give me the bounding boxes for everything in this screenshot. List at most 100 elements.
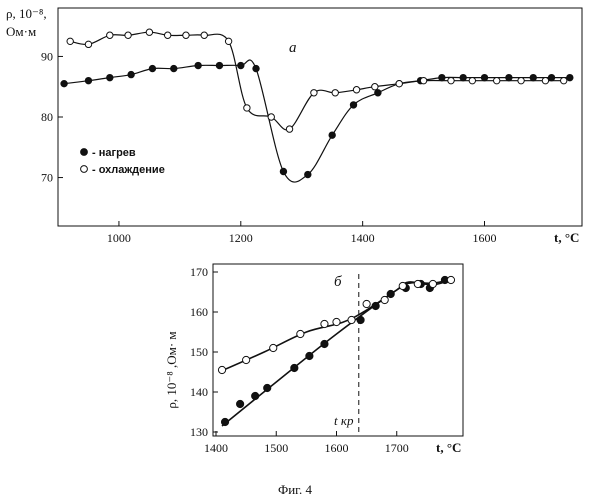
panel-a-cooling-point	[396, 80, 402, 86]
panel-b-ytick-label: 130	[190, 425, 208, 439]
panel-a-legend: - нагрев - охлаждение	[81, 147, 165, 176]
panel-a-heating-point	[329, 132, 335, 138]
panel-b-xtick-label: 1600	[324, 441, 348, 455]
figure-caption: Фиг. 4	[278, 482, 313, 497]
panel-a-xtick-label: 1000	[107, 231, 131, 245]
panel-b-cooling-point	[321, 320, 328, 327]
panel-a-ytick-label: 90	[41, 49, 53, 63]
panel-b-cooling-point	[381, 296, 388, 303]
panel-b-series	[218, 276, 454, 426]
panel-a-cooling-point	[67, 38, 73, 44]
panel-b-xlabel: t, °C	[436, 440, 461, 455]
panel-a-ylabel-line1: ρ, 10⁻⁸,	[6, 6, 47, 21]
panel-a-xtick-label: 1600	[473, 231, 497, 245]
panel-b-cooling-point	[270, 344, 277, 351]
panel-a-ytick-label: 70	[41, 171, 53, 185]
panel-b-ytick-label: 160	[190, 305, 208, 319]
panel-a-cooling-point	[164, 32, 170, 38]
panel-a-cooling-point	[448, 77, 454, 83]
panel-a-heating-point	[195, 62, 201, 68]
panel-a-cooling-point	[469, 77, 475, 83]
panel-b-cooling-point	[297, 330, 304, 337]
chart-panel-b: ρ, 10⁻⁸ ,Ом· м б t, °C t кр 140015001600…	[164, 264, 463, 455]
panel-a-cooling-point	[201, 32, 207, 38]
panel-a-cooling-curve	[70, 32, 564, 130]
panel-a-cooling-point	[244, 105, 250, 111]
panel-b-label: б	[334, 274, 342, 290]
panel-a-cooling-point	[85, 41, 91, 47]
panel-b-ytick-label: 150	[190, 345, 208, 359]
panel-a-label: a	[289, 40, 297, 56]
panel-a-cooling-point	[146, 29, 152, 35]
panel-a-cooling-point	[518, 77, 524, 83]
panel-a-cooling-point	[107, 32, 113, 38]
panel-a-heating-point	[375, 90, 381, 96]
panel-a-heating-point	[171, 65, 177, 71]
panel-a-cooling-point	[542, 77, 548, 83]
panel-a-heating-point	[506, 74, 512, 80]
panel-b-heating-point	[221, 418, 228, 425]
panel-b-ytick-label: 170	[190, 265, 208, 279]
panel-b-heating-point	[306, 352, 313, 359]
panel-a-heating-point	[350, 102, 356, 108]
panel-a-xlabel: t, °C	[554, 230, 579, 245]
panel-a-cooling-point	[353, 87, 359, 93]
panel-a-heating-point	[61, 80, 67, 86]
panel-a-cooling-point	[183, 32, 189, 38]
panel-b-xtick-label: 1500	[264, 441, 288, 455]
panel-a-heating-point	[460, 74, 466, 80]
panel-b-cooling-point	[243, 356, 250, 363]
panel-b-heating-point	[264, 384, 271, 391]
legend-filled-marker	[81, 149, 88, 156]
panel-a-cooling-point	[420, 77, 426, 83]
panel-a-ylabel-line2: Ом·м	[6, 24, 36, 39]
panel-b-cooling-point	[414, 280, 421, 287]
panel-a-heating-point	[107, 74, 113, 80]
panel-b-heating-curve	[222, 279, 454, 426]
chart-panel-a: ρ, 10⁻⁸, Ом·м a t, °C - нагрев - охлажде…	[6, 6, 582, 245]
panel-b-ytick-label: 140	[190, 385, 208, 399]
panel-b-heating-point	[357, 316, 364, 323]
panel-a-heating-point	[149, 65, 155, 71]
panel-a-heating-point	[548, 74, 554, 80]
panel-b-heating-point	[237, 400, 244, 407]
panel-b-ylabel: ρ, 10⁻⁸ ,Ом· м	[164, 331, 179, 408]
panel-a-xtick-label: 1400	[351, 231, 375, 245]
panel-a-cooling-point	[561, 77, 567, 83]
panel-a-heating-point	[253, 65, 259, 71]
legend-open-marker	[81, 166, 88, 173]
panel-a-heating-point	[439, 74, 445, 80]
legend-cooling-label: - охлаждение	[92, 164, 165, 176]
panel-a-cooling-point	[268, 114, 274, 120]
panel-b-heating-point	[252, 392, 259, 399]
panel-a-cooling-point	[372, 84, 378, 90]
panel-a-heating-point	[305, 171, 311, 177]
panel-a-cooling-point	[332, 90, 338, 96]
panel-b-annotation-tcr: t кр	[334, 413, 354, 428]
panel-a-cooling-point	[286, 126, 292, 132]
panel-b-cooling-point	[348, 316, 355, 323]
panel-a-frame	[58, 8, 582, 226]
panel-a-heating-point	[567, 74, 573, 80]
panel-a-heating-point	[85, 77, 91, 83]
legend-heating-label: - нагрев	[92, 147, 136, 159]
panel-a-cooling-point	[225, 38, 231, 44]
panel-b-heating-point	[321, 340, 328, 347]
panel-b-heating-point	[291, 364, 298, 371]
panel-b-cooling-point	[429, 280, 436, 287]
panel-a-cooling-point	[125, 32, 131, 38]
panel-b-cooling-point	[333, 318, 340, 325]
panel-a-heating-point	[238, 62, 244, 68]
panel-b-cooling-point	[399, 282, 406, 289]
panel-a-heating-point	[128, 71, 134, 77]
panel-b-cooling-point	[218, 366, 225, 373]
panel-a-heating-point	[481, 74, 487, 80]
panel-a-cooling-point	[311, 90, 317, 96]
panel-a-series	[61, 29, 573, 182]
panel-a-heating-point	[280, 168, 286, 174]
panel-a-heating-point	[216, 62, 222, 68]
panel-b-cooling-point	[363, 300, 370, 307]
panel-a-heating-point	[530, 74, 536, 80]
panel-a-cooling-point	[493, 77, 499, 83]
